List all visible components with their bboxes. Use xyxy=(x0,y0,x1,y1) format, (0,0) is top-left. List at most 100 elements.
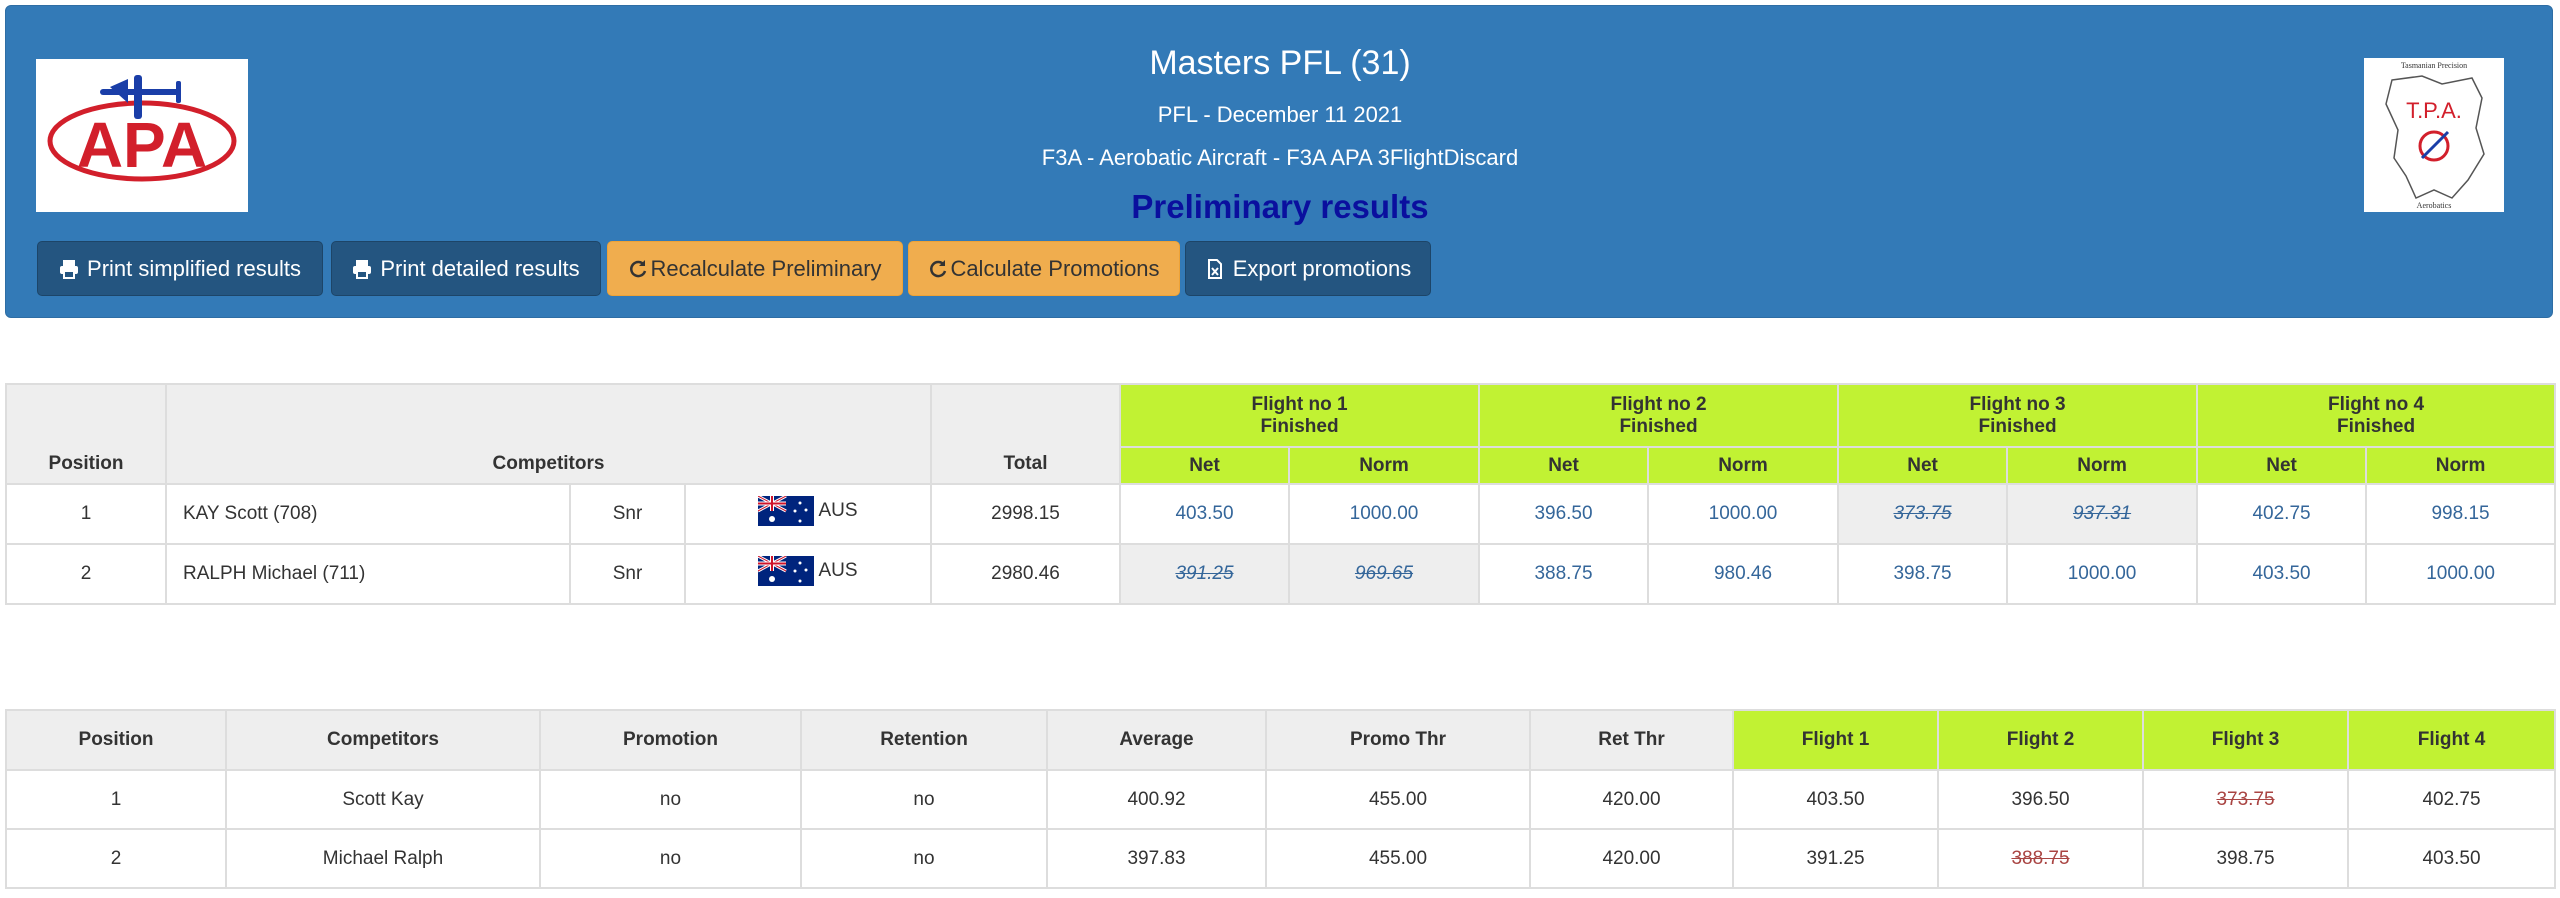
printer-icon xyxy=(353,259,372,279)
norm-header: Norm xyxy=(2006,446,2199,485)
page-title: Masters PFL (31) xyxy=(1149,44,1411,82)
cell: 420.00 xyxy=(1529,828,1734,889)
apa-logo: APA xyxy=(36,59,248,212)
promo-header-flight-4: Flight 4 xyxy=(2347,709,2556,771)
header-position: Position xyxy=(5,383,167,485)
promo-header-flight-2: Flight 2 xyxy=(1937,709,2144,771)
discarded-net-score: 391.25 xyxy=(1119,543,1290,605)
cell: 403.50 xyxy=(2347,828,2556,889)
position-cell: 2 xyxy=(5,543,167,605)
net-score: 402.75 xyxy=(2196,483,2368,545)
promo-header-promo-thr: Promo Thr xyxy=(1265,709,1531,771)
norm-score: 1000.00 xyxy=(2006,543,2199,605)
promo-header-retention: Retention xyxy=(800,709,1048,771)
competitor-name: KAY Scott (708) xyxy=(165,483,571,545)
table-row: 1 Scott Kay no no 400.92 455.00 420.00 4… xyxy=(5,769,2556,830)
net-score: 398.75 xyxy=(1837,543,2009,605)
event-date: PFL - December 11 2021 xyxy=(1157,102,1403,127)
net-score: 403.50 xyxy=(2196,543,2368,605)
total-cell: 2980.46 xyxy=(930,543,1121,605)
promo-header-position: Position xyxy=(5,709,227,771)
print-simplified-label: Print simplified results xyxy=(87,255,301,281)
print-detailed-label: Print detailed results xyxy=(380,255,580,281)
cell: 397.83 xyxy=(1046,828,1267,889)
discarded-norm-score: 969.65 xyxy=(1287,543,1481,605)
australia-flag-icon xyxy=(758,556,815,586)
discarded-net-score: 373.75 xyxy=(1837,483,2009,545)
header-total: Total xyxy=(930,383,1121,485)
discarded-flight-cell: 373.75 xyxy=(2142,769,2349,830)
net-score: 403.50 xyxy=(1119,483,1290,545)
norm-header: Norm xyxy=(2365,446,2557,485)
table-row: 1 KAY Scott (708) Snr AUS 2998.15 403.50… xyxy=(5,483,2557,545)
flight-4-header: Flight no 4 Finished xyxy=(2196,383,2557,448)
cell: 420.00 xyxy=(1529,769,1734,830)
refresh-icon xyxy=(930,259,947,277)
print-simplified-button[interactable]: Print simplified results xyxy=(37,241,323,296)
norm-score: 1000.00 xyxy=(1647,483,1840,545)
competitor-class: Snr xyxy=(569,483,686,545)
results-status: Preliminary results xyxy=(1131,188,1429,225)
svg-text:Aerobatics: Aerobatics xyxy=(2417,201,2452,210)
recalculate-label: Recalculate Preliminary xyxy=(650,255,882,281)
cell: 391.25 xyxy=(1732,828,1939,889)
country-cell: AUS xyxy=(684,483,932,545)
calculate-promotions-button[interactable]: Calculate Promotions xyxy=(908,241,1180,296)
net-header: Net xyxy=(2196,446,2368,485)
cell: 2 xyxy=(5,828,227,889)
competitor-class: Snr xyxy=(569,543,686,605)
cell: 402.75 xyxy=(2347,769,2556,830)
promo-header-flight-1: Flight 1 xyxy=(1732,709,1939,771)
competitor-name: RALPH Michael (711) xyxy=(165,543,571,605)
refresh-icon xyxy=(630,259,647,277)
svg-text:T.P.A.: T.P.A. xyxy=(2406,98,2462,123)
norm-score: 1000.00 xyxy=(2365,543,2557,605)
print-detailed-button[interactable]: Print detailed results xyxy=(331,241,601,296)
results-table: Position Competitors Total Flight no 1 Fi… xyxy=(5,383,2557,605)
norm-score: 980.46 xyxy=(1647,543,1840,605)
cell: no xyxy=(800,769,1048,830)
printer-icon xyxy=(60,259,79,279)
position-cell: 1 xyxy=(5,483,167,545)
flight-2-header: Flight no 2 Finished xyxy=(1478,383,1840,448)
cell: 403.50 xyxy=(1732,769,1939,830)
cell: Scott Kay xyxy=(225,769,541,830)
net-score: 388.75 xyxy=(1478,543,1650,605)
header-panel: APA Masters PFL (31) PFL - December 11 2… xyxy=(5,5,2553,318)
promo-header-flight-3: Flight 3 xyxy=(2142,709,2349,771)
cell: 1 xyxy=(5,769,227,830)
promo-header-ret-thr: Ret Thr xyxy=(1529,709,1734,771)
export-promotions-label: Export promotions xyxy=(1232,255,1412,281)
cell: no xyxy=(539,828,802,889)
australia-flag-icon xyxy=(758,496,815,526)
cell: 396.50 xyxy=(1937,769,2144,830)
country-code: AUS xyxy=(818,560,858,581)
flight-3-header: Flight no 3 Finished xyxy=(1837,383,2199,448)
cell: 455.00 xyxy=(1265,828,1531,889)
discarded-flight-cell: 388.75 xyxy=(1937,828,2144,889)
event-class: F3A - Aerobatic Aircraft - F3A APA 3Flig… xyxy=(1041,145,1519,170)
file-excel-icon xyxy=(1207,258,1222,279)
promo-header-promotion: Promotion xyxy=(539,709,802,771)
cell: Michael Ralph xyxy=(225,828,541,889)
country-code: AUS xyxy=(818,500,858,521)
norm-score: 998.15 xyxy=(2365,483,2557,545)
cell: 400.92 xyxy=(1046,769,1267,830)
calculate-promotions-label: Calculate Promotions xyxy=(950,255,1160,281)
table-row: 2 RALPH Michael (711) Snr AUS 2980.46 39… xyxy=(5,543,2557,605)
country-cell: AUS xyxy=(684,543,932,605)
promo-header-competitors: Competitors xyxy=(225,709,541,771)
export-promotions-button[interactable]: Export promotions xyxy=(1185,241,1431,296)
tpa-logo: Tasmanian Precision T.P.A. Aerobatics xyxy=(2364,58,2504,212)
norm-score: 1000.00 xyxy=(1287,483,1481,545)
svg-text:Tasmanian Precision: Tasmanian Precision xyxy=(2401,61,2467,70)
discarded-norm-score: 937.31 xyxy=(2006,483,2199,545)
total-cell: 2998.15 xyxy=(930,483,1121,545)
promotions-table: Position Competitors Promotion Retention… xyxy=(5,709,2556,889)
net-header: Net xyxy=(1837,446,2009,485)
cell: no xyxy=(800,828,1048,889)
promo-header-average: Average xyxy=(1046,709,1267,771)
net-header: Net xyxy=(1478,446,1650,485)
table-row: 2 Michael Ralph no no 397.83 455.00 420.… xyxy=(5,828,2556,889)
recalculate-preliminary-button[interactable]: Recalculate Preliminary xyxy=(607,241,903,296)
